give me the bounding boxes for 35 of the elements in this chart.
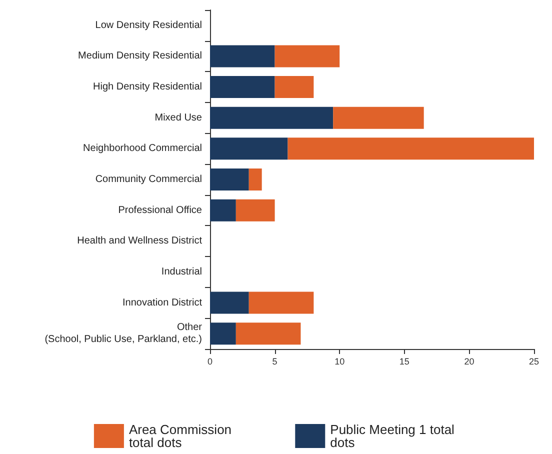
bar [274, 45, 340, 68]
y-tick-label: High Density Residential [93, 82, 202, 93]
bar [333, 106, 424, 129]
bar [236, 199, 275, 222]
y-tick-label: Other (School, Public Use, Parkland, etc.) [44, 322, 203, 346]
y-tick-label: Mixed Use [154, 112, 202, 124]
legend-label: Public Meeting 1 total dots [330, 422, 458, 450]
bar [210, 292, 249, 314]
x-tick-label: 0 [207, 356, 213, 366]
y-tick-label: Industrial [161, 266, 202, 278]
y-tick-label: Medium Density Residential [78, 50, 202, 62]
x-tick-label: 25 [528, 356, 540, 366]
bar [210, 322, 236, 345]
bar [236, 322, 301, 345]
y-tick-label: Innovation District [122, 297, 202, 308]
y-tick-label: Neighborhood Commercial [83, 143, 202, 154]
bar [210, 106, 334, 129]
bar [210, 168, 249, 190]
bar [288, 138, 534, 160]
x-tick-label: 5 [272, 356, 278, 366]
x-tick-label: 15 [399, 356, 410, 366]
bar [210, 45, 275, 68]
bar [210, 199, 236, 222]
y-tick-label: Low Density Residential [95, 20, 202, 31]
bar [210, 138, 288, 160]
bar [274, 76, 314, 98]
x-tick-label: 20 [464, 356, 474, 366]
bar [210, 76, 275, 98]
y-tick-label: Professional Office [118, 204, 202, 216]
y-tick-label: Health and Wellness District [77, 236, 202, 247]
x-tick-label: 10 [334, 356, 345, 366]
y-tick-label: Community Commercial [95, 174, 202, 185]
bar [248, 168, 262, 190]
legend-label: Area Commission total dots [128, 422, 236, 450]
bar [248, 292, 314, 314]
